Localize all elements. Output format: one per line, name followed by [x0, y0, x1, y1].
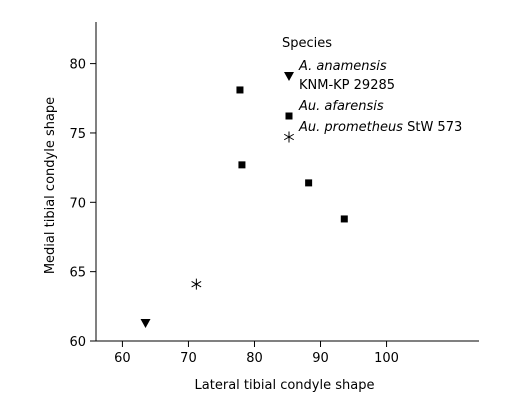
data-point: [341, 215, 348, 222]
y-tick-label: 75: [69, 127, 86, 142]
legend-title: Species: [282, 36, 332, 51]
y-tick-label: 80: [69, 58, 86, 73]
axes: [96, 22, 479, 341]
legend-label-line2: KNM-KP 29285: [299, 78, 395, 93]
y-tick-label: 60: [69, 335, 86, 350]
y-tick-label: 65: [69, 266, 86, 281]
data-point: [238, 161, 245, 168]
data-point: [305, 179, 312, 186]
x-tick-label: 60: [114, 351, 131, 366]
x-tick-label: 70: [180, 351, 197, 366]
x-tick-label: 80: [246, 351, 263, 366]
legend-marker: [286, 113, 293, 120]
data-point: [141, 319, 151, 328]
legend-label: Au. afarensis: [298, 99, 384, 114]
y-tick-label: 70: [69, 196, 86, 211]
legend-marker: [284, 72, 294, 81]
x-tick-label: 90: [312, 351, 329, 366]
x-axis-title: Lateral tibial condyle shape: [195, 378, 375, 393]
legend-label: Au. prometheus StW 573: [298, 120, 462, 135]
legend: Species A. anamensis KNM-KP 29285 Au. afar…: [282, 36, 462, 143]
data-point: [236, 86, 243, 93]
x-tick-label: 100: [374, 351, 399, 366]
data-point: [192, 279, 202, 290]
legend-marker: [284, 132, 294, 143]
y-axis-title: Medial tibial condyle shape: [43, 97, 58, 274]
legend-label: A. anamensis: [298, 59, 387, 74]
